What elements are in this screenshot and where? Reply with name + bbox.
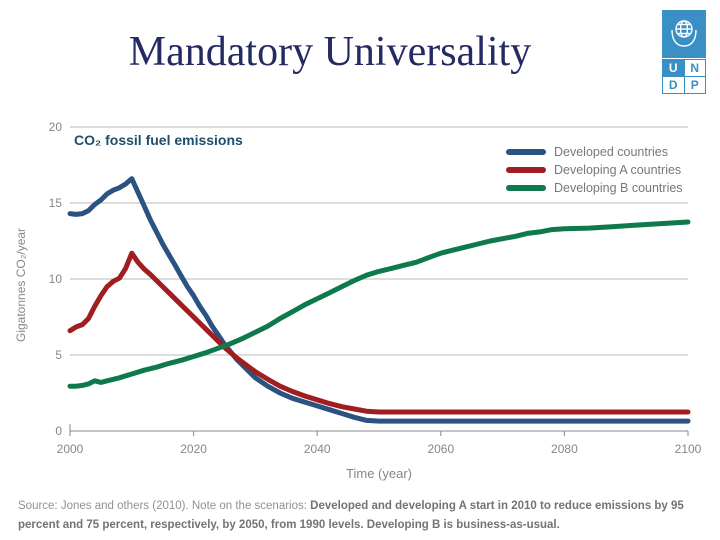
legend-swatch [506, 149, 546, 155]
page-title: Mandatory Universality [128, 29, 532, 75]
source-note-bold: Developed and developing A start in 2010… [18, 500, 684, 531]
undp-letter-p: P [684, 77, 705, 93]
series-line-developing-a-countries [67, 250, 691, 415]
x-tick-label: 2040 [304, 442, 331, 456]
x-tick-label: 2060 [427, 442, 454, 456]
undp-letter-u: U [663, 60, 684, 76]
y-tick-label: 0 [55, 424, 62, 438]
y-tick-label: 15 [49, 196, 63, 210]
legend-swatch [506, 185, 546, 191]
y-axis-title: Gigatonnes CO₂/year [14, 227, 28, 343]
legend-label: Developing A countries [554, 163, 682, 177]
legend: Developed countries Developing A countrie… [506, 143, 683, 197]
y-tick-label: 20 [49, 120, 63, 134]
emissions-chart: 0 5 10 15 20 2000 2020 2040 2060 2080 2100 CO₂ fos… [0, 110, 720, 490]
x-tick-label: 2000 [57, 442, 84, 456]
y-tick-label: 10 [49, 272, 63, 286]
undp-letter-grid: U N D P [662, 59, 706, 94]
undp-letter-d: D [663, 77, 684, 93]
series-line-developed-countries [67, 176, 691, 424]
legend-label: Developed countries [554, 145, 668, 159]
y-tick-label: 5 [55, 348, 62, 362]
x-tick-label: 2080 [551, 442, 578, 456]
legend-label: Developing B countries [554, 181, 683, 195]
source-note-regular: Source: Jones and others (2010). Note on… [18, 500, 311, 512]
source-note: Source: Jones and others (2010). Note on… [18, 497, 708, 535]
x-tick-label: 2020 [180, 442, 207, 456]
chart-canvas: 0 5 10 15 20 2000 2020 2040 2060 2080 2100 [49, 120, 702, 456]
undp-letter-n: N [684, 60, 705, 76]
legend-item: Developing A countries [506, 161, 683, 179]
x-tick-label: 2100 [675, 442, 702, 456]
legend-swatch [506, 167, 546, 173]
legend-item: Developed countries [506, 143, 683, 161]
x-axis-title: Time (year) [346, 466, 412, 481]
chart-title: CO₂ fossil fuel emissions [74, 132, 243, 148]
legend-item: Developing B countries [506, 179, 683, 197]
un-emblem-icon [662, 10, 706, 58]
series-line-developing-b-countries [67, 219, 691, 389]
undp-logo: U N D P [662, 10, 706, 94]
